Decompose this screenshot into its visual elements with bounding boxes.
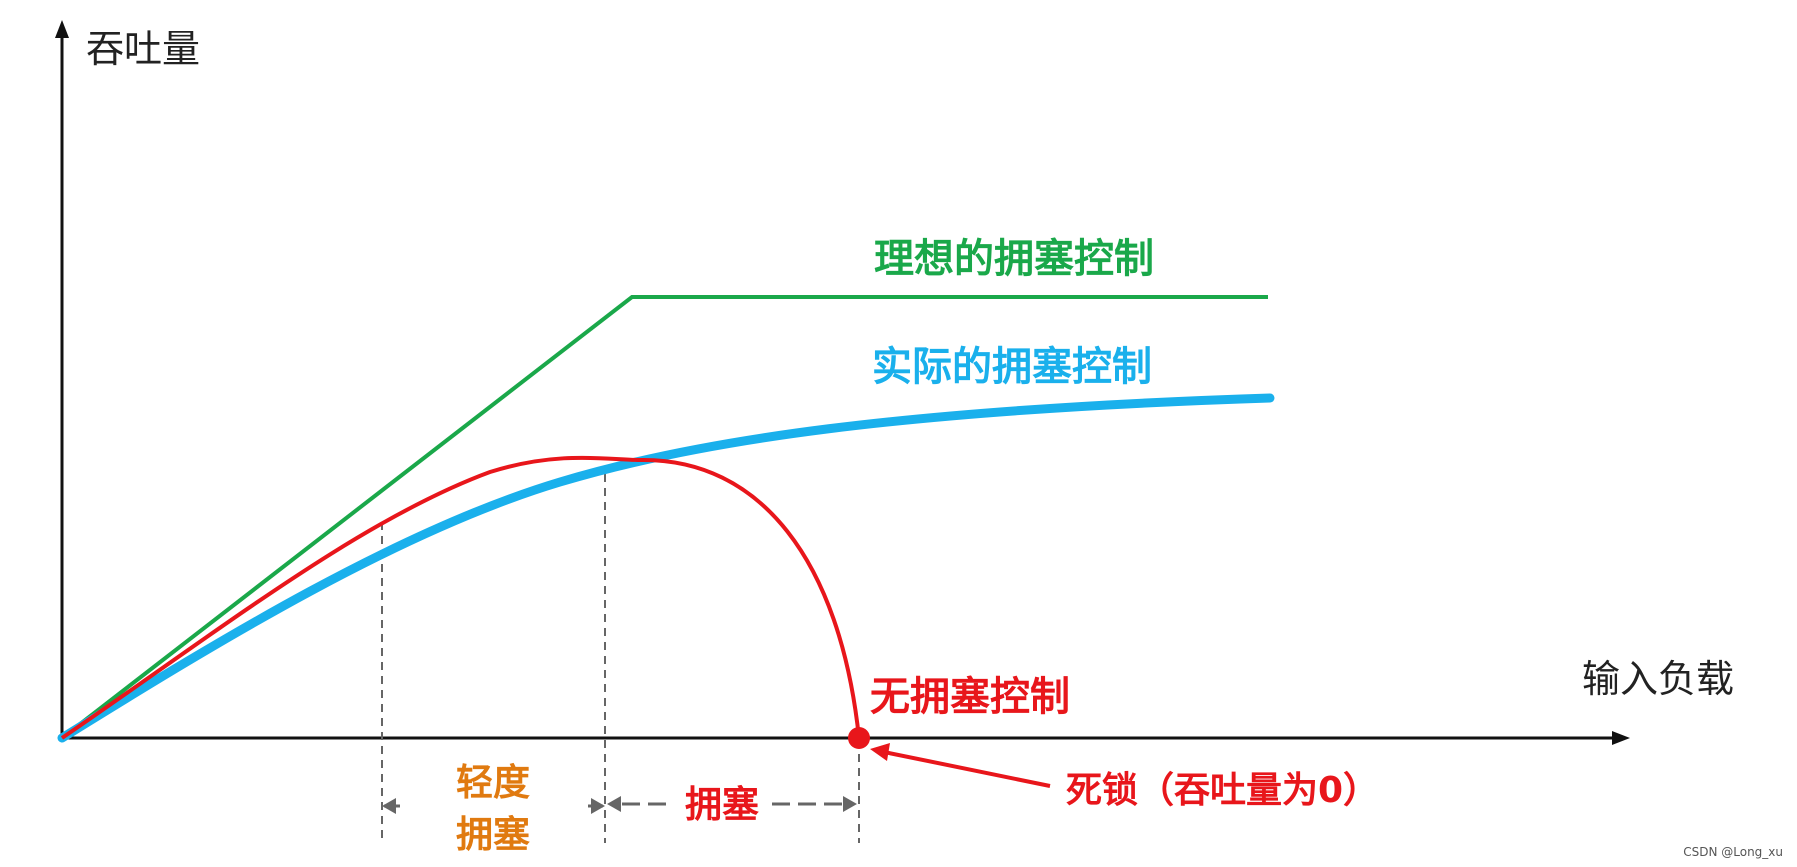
ideal-curve — [60, 295, 1268, 740]
congestion-left-arrowhead-icon — [607, 796, 621, 812]
light-congestion-label-line1: 轻度 — [456, 761, 530, 804]
y-axis-title: 吞吐量 — [86, 27, 200, 71]
no-control-curve — [60, 455, 861, 740]
actual-curve — [57, 393, 1275, 743]
deadlock-pointer-line — [883, 750, 1051, 788]
no-control-curve-label: 无拥塞控制 — [870, 674, 1070, 720]
congestion-label: 拥塞 — [685, 783, 759, 826]
ideal-curve-label: 理想的拥塞控制 — [874, 236, 1154, 282]
light-region-right-arrowhead-icon — [591, 798, 605, 814]
watermark: CSDN @Long_xu — [1683, 845, 1783, 859]
y-axis-arrow-icon — [55, 20, 69, 38]
light-congestion-label-line2: 拥塞 — [456, 813, 530, 856]
deadlock-point — [848, 727, 870, 749]
x-axis-arrow-icon — [1612, 731, 1630, 745]
light-region-left-arrowhead-icon — [382, 798, 396, 814]
congestion-right-arrowhead-icon — [843, 796, 857, 812]
deadlock-pointer-arrowhead-icon — [870, 743, 890, 761]
x-axis-title: 输入负载 — [1582, 657, 1734, 701]
deadlock-label: 死锁（吞吐量为0） — [1066, 770, 1379, 811]
actual-curve-label: 实际的拥塞控制 — [872, 344, 1152, 390]
